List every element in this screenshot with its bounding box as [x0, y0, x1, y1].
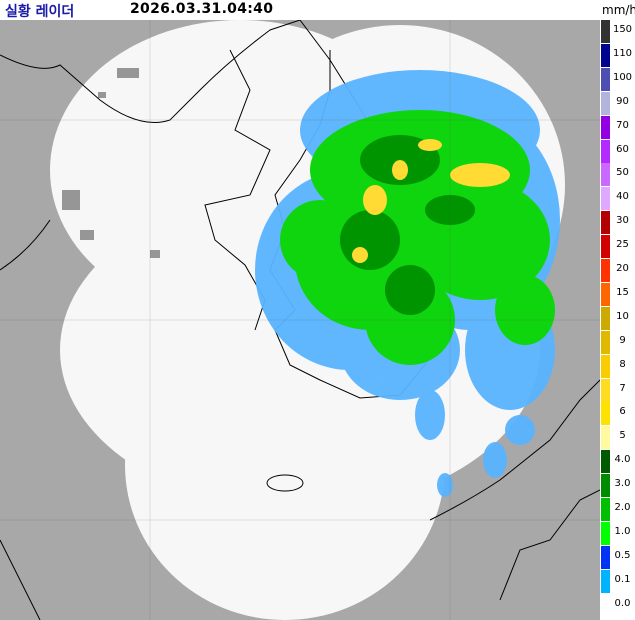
legend-label: 20	[616, 263, 629, 274]
page-title: 실황 레이더	[5, 4, 75, 20]
precipitation-legend: 150 110 100 90 70 60 50 40 30 25 20 15 10 9 8 7 6 5 4.0 3.0…	[600, 20, 635, 618]
legend-label: 8	[619, 358, 626, 370]
legend-label: 40	[616, 191, 629, 203]
legend-entry: 150	[600, 20, 635, 43]
legend-swatch	[601, 67, 610, 91]
map-grid	[0, 20, 600, 620]
legend-entry: 60	[600, 139, 635, 163]
legend-entry: 6	[600, 402, 635, 426]
legend-swatch	[601, 521, 610, 545]
legend-entry: 40	[600, 187, 635, 211]
legend-label: 70	[616, 119, 629, 131]
legend-entry: 3.0	[600, 474, 635, 498]
legend-swatch	[601, 139, 610, 163]
legend-swatch	[601, 211, 610, 235]
legend-label: 9	[619, 334, 626, 346]
legend-swatch	[601, 569, 610, 593]
legend-label: 15	[616, 286, 629, 298]
radar-map-svg	[0, 20, 600, 620]
legend-swatch	[601, 43, 610, 67]
legend-entry: 30	[600, 211, 635, 235]
legend-label: 1.0	[614, 525, 631, 537]
legend-swatch	[601, 330, 610, 354]
legend-label: 7	[619, 382, 626, 394]
legend-swatch	[601, 426, 610, 450]
legend-label: 4.0	[614, 454, 631, 466]
legend-swatch	[601, 235, 610, 259]
legend-swatch	[601, 282, 610, 306]
legend-swatch	[601, 354, 610, 378]
observation-timestamp: 2026.03.31.04:40	[130, 1, 274, 17]
legend-entry: 2.0	[600, 498, 635, 521]
legend-label: 6	[619, 406, 626, 418]
legend-swatch	[601, 450, 610, 474]
legend-label: 3.0	[614, 478, 631, 490]
legend-label: 150	[612, 24, 633, 35]
legend-entry: 7	[600, 378, 635, 402]
legend-swatch	[601, 187, 610, 211]
legend-label: 5	[619, 430, 626, 442]
legend-entry: 70	[600, 115, 635, 139]
legend-swatch	[601, 163, 610, 187]
legend-label: 50	[616, 167, 629, 179]
legend-label: 110	[612, 47, 633, 59]
legend-swatch	[601, 259, 610, 282]
legend-label: 30	[616, 215, 629, 227]
legend-label: 60	[616, 143, 629, 155]
legend-swatch	[601, 306, 610, 330]
legend-label: 100	[612, 71, 633, 83]
legend-entry: 50	[600, 163, 635, 187]
header-bar: 실황 레이더 2026.03.31.04:40	[0, 0, 600, 20]
legend-swatch	[601, 115, 610, 139]
legend-swatch	[601, 20, 610, 43]
heavy-rain-area	[352, 139, 510, 263]
legend-swatch	[601, 593, 610, 617]
legend-entry: 100	[600, 67, 635, 91]
legend-entry: 0.1	[600, 569, 635, 593]
legend-swatch	[601, 498, 610, 521]
legend-entry: 25	[600, 235, 635, 259]
jeju-island	[266, 474, 304, 492]
legend-swatch	[601, 545, 610, 569]
legend-label: 0.5	[614, 549, 631, 561]
legend-entry: 15	[600, 282, 635, 306]
legend-swatch	[601, 402, 610, 426]
legend-label: 25	[616, 239, 629, 251]
legend-entry: 90	[600, 91, 635, 115]
radar-map	[0, 20, 600, 620]
legend-entry: 1.0	[600, 521, 635, 545]
legend-label: 0.0	[614, 597, 631, 609]
legend-entry: 0.0	[600, 593, 635, 617]
legend-entry: 8	[600, 354, 635, 378]
legend-unit-label: mm/h	[602, 3, 635, 17]
legend-label: 0.1	[614, 573, 631, 585]
legend-swatch	[601, 91, 610, 115]
legend-label: 10	[616, 310, 629, 322]
legend-entry: 110	[600, 43, 635, 67]
legend-entry: 20	[600, 259, 635, 282]
ground-clutter	[62, 68, 160, 258]
legend-label: 2.0	[614, 502, 631, 513]
legend-entry: 4.0	[600, 450, 635, 474]
legend-swatch	[601, 378, 610, 402]
legend-entry: 5	[600, 426, 635, 450]
legend-entry: 10	[600, 306, 635, 330]
legend-swatch	[601, 474, 610, 498]
legend-entry: 0.5	[600, 545, 635, 569]
legend-entry: 9	[600, 330, 635, 354]
legend-label: 90	[616, 95, 629, 107]
